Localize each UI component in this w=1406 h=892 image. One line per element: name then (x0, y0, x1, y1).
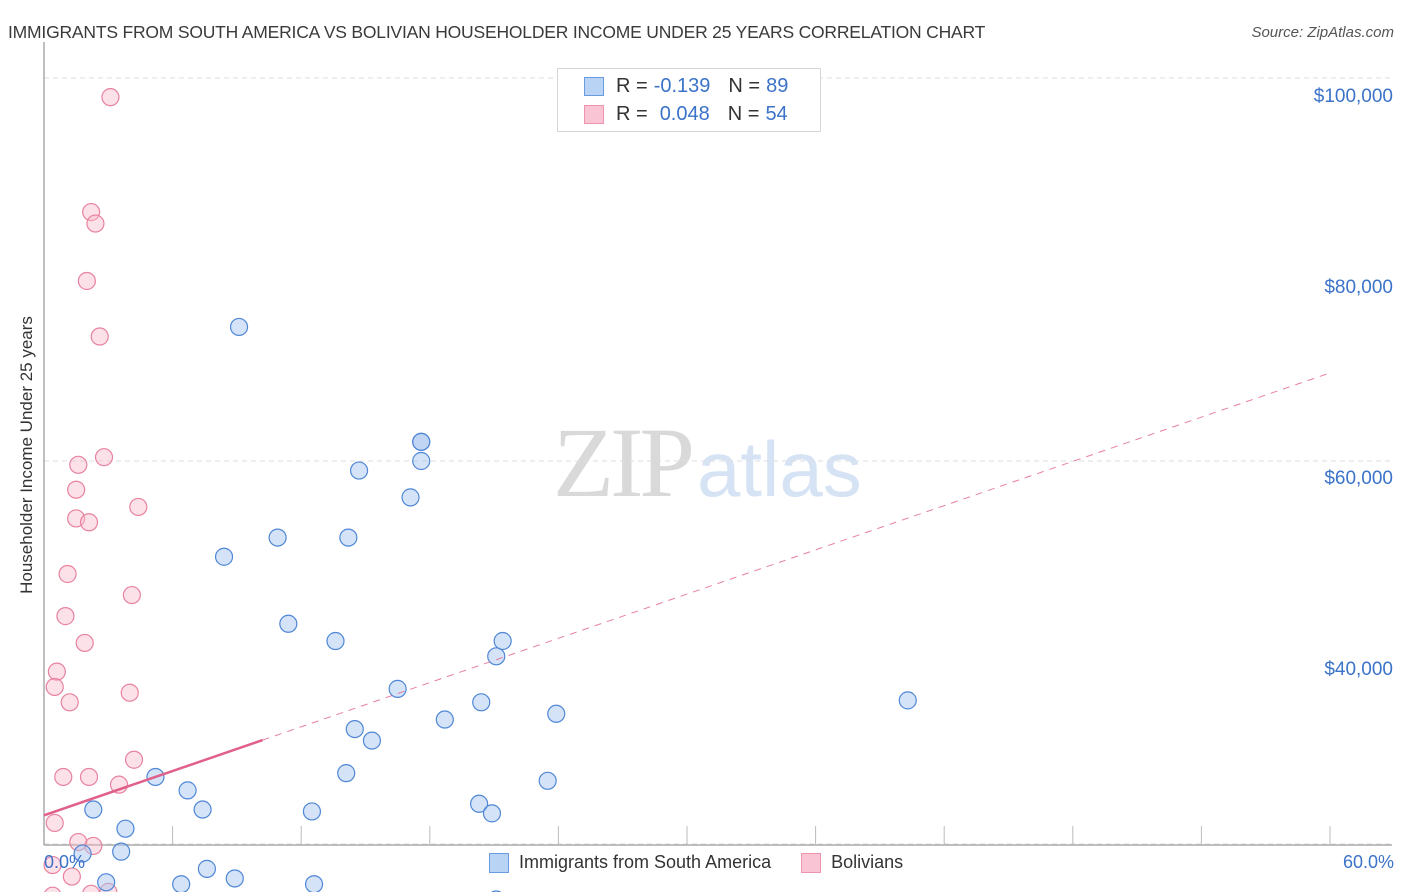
data-point-bolivians[interactable] (86, 214, 105, 233)
data-point-immigrants[interactable] (172, 875, 191, 892)
data-point-immigrants[interactable] (304, 875, 324, 892)
legend-r-label: R = (616, 74, 648, 97)
legend-n-value: 89 (766, 74, 789, 97)
legend-item-immigrants[interactable]: Immigrants from South America (489, 852, 771, 873)
data-point-immigrants[interactable] (547, 704, 566, 723)
data-point-immigrants[interactable] (401, 488, 420, 507)
data-point-bolivians[interactable] (44, 886, 61, 892)
axes (43, 42, 1392, 846)
data-point-immigrants[interactable] (349, 461, 369, 480)
data-point-immigrants[interactable] (326, 631, 345, 651)
data-point-bolivians[interactable] (45, 813, 64, 833)
legend-r-value: 0.048 (659, 102, 710, 125)
data-point-immigrants[interactable] (362, 731, 382, 750)
data-point-immigrants[interactable] (487, 647, 506, 666)
data-point-bolivians[interactable] (45, 677, 64, 697)
data-point-bolivians[interactable] (79, 767, 99, 787)
legend-item-bolivians[interactable]: Bolivians (801, 852, 903, 873)
data-point-immigrants[interactable] (225, 869, 244, 888)
data-point-bolivians[interactable] (94, 448, 114, 467)
legend-n-label: N = (728, 74, 761, 97)
chart-title: IMMIGRANTS FROM SOUTH AMERICA VS BOLIVIA… (8, 22, 986, 42)
legend-row-bolivians: R = 0.048 N = 54 (584, 101, 788, 127)
legend-label-bolivians: Bolivians (831, 852, 904, 872)
data-point-immigrants[interactable] (214, 547, 234, 566)
series-legend: Immigrants from South America Bolivians (489, 852, 933, 873)
legend-swatch-pink (801, 852, 822, 873)
data-point-bolivians[interactable] (101, 88, 120, 107)
data-point-immigrants[interactable] (197, 859, 216, 878)
data-point-immigrants[interactable] (472, 693, 491, 712)
legend-label-immigrants: Immigrants from South America (519, 852, 772, 872)
x-tick-max: 60.0% (1342, 852, 1394, 872)
trend-line-bolivians-solid (43, 738, 264, 817)
legend-swatch-blue (489, 852, 509, 873)
data-point-bolivians[interactable] (129, 497, 148, 517)
legend-r-value: -0.139 (653, 74, 711, 97)
data-point-bolivians[interactable] (62, 867, 81, 886)
data-point-immigrants[interactable] (493, 631, 512, 651)
data-point-immigrants[interactable] (469, 794, 489, 813)
data-point-bolivians[interactable] (47, 662, 66, 681)
data-point-immigrants[interactable] (97, 873, 116, 892)
legend-row-immigrants: R = -0.139 N = 89 (584, 73, 788, 99)
data-point-immigrants[interactable] (193, 800, 212, 819)
data-point-bolivians[interactable] (58, 564, 77, 584)
data-point-immigrants[interactable] (279, 614, 298, 633)
correlation-legend: R = -0.139 N = 89 R = 0.048 N = 54 (557, 68, 821, 132)
data-point-bolivians[interactable] (82, 202, 101, 222)
data-point-bolivians[interactable] (124, 750, 144, 769)
gridlines (44, 77, 1392, 845)
data-point-immigrants[interactable] (412, 432, 431, 451)
data-point-bolivians[interactable] (120, 683, 139, 702)
data-point-immigrants[interactable] (339, 528, 358, 547)
legend-n-label: N = (727, 102, 760, 125)
y-tick-80000: $80,000 (1324, 277, 1393, 298)
y-tick-40000: $40,000 (1324, 659, 1393, 680)
data-point-immigrants[interactable] (345, 719, 364, 739)
data-point-bolivians[interactable] (75, 633, 94, 653)
data-point-bolivians[interactable] (90, 327, 109, 346)
data-point-bolivians[interactable] (43, 855, 62, 875)
legend-swatch-pink (584, 104, 604, 124)
data-point-bolivians[interactable] (67, 480, 86, 499)
data-point-immigrants[interactable] (337, 764, 356, 783)
data-point-immigrants[interactable] (412, 451, 431, 471)
data-point-immigrants[interactable] (538, 771, 557, 790)
data-point-immigrants[interactable] (116, 819, 135, 838)
data-point-immigrants[interactable] (898, 691, 917, 710)
data-point-bolivians[interactable] (60, 693, 79, 712)
data-point-bolivians[interactable] (69, 455, 88, 474)
legend-swatch-blue (584, 76, 604, 96)
source-label: Source: ZipAtlas.com (1251, 24, 1394, 41)
data-point-immigrants[interactable] (302, 802, 322, 821)
data-point-immigrants[interactable] (112, 842, 131, 861)
y-tick-60000: $60,000 (1324, 468, 1393, 489)
data-point-immigrants[interactable] (84, 800, 103, 819)
data-point-immigrants[interactable] (388, 679, 407, 698)
data-point-immigrants[interactable] (73, 844, 92, 863)
data-point-immigrants[interactable] (482, 804, 502, 823)
data-point-bolivians[interactable] (122, 585, 141, 605)
legend-n-value: 54 (765, 102, 788, 125)
data-point-bolivians[interactable] (56, 607, 75, 626)
legend-r-label: R = (616, 102, 648, 125)
data-point-bolivians[interactable] (54, 767, 73, 787)
data-point-bolivians[interactable] (77, 271, 96, 291)
y-axis-label-text: Householder Income Under 25 years (17, 316, 36, 594)
data-point-immigrants[interactable] (435, 710, 454, 729)
data-point-immigrants[interactable] (229, 317, 249, 337)
y-tick-100000: $100,000 (1313, 86, 1393, 107)
series-immigrants-south-america (73, 317, 917, 892)
data-point-bolivians[interactable] (82, 884, 101, 892)
trend-lines (43, 372, 1331, 817)
data-point-immigrants[interactable] (268, 528, 287, 547)
x-tick-min: 0.0% (44, 852, 86, 872)
data-point-bolivians[interactable] (79, 513, 99, 532)
trend-line-bolivians-dashed (262, 372, 1331, 741)
data-point-immigrants[interactable] (178, 781, 197, 800)
